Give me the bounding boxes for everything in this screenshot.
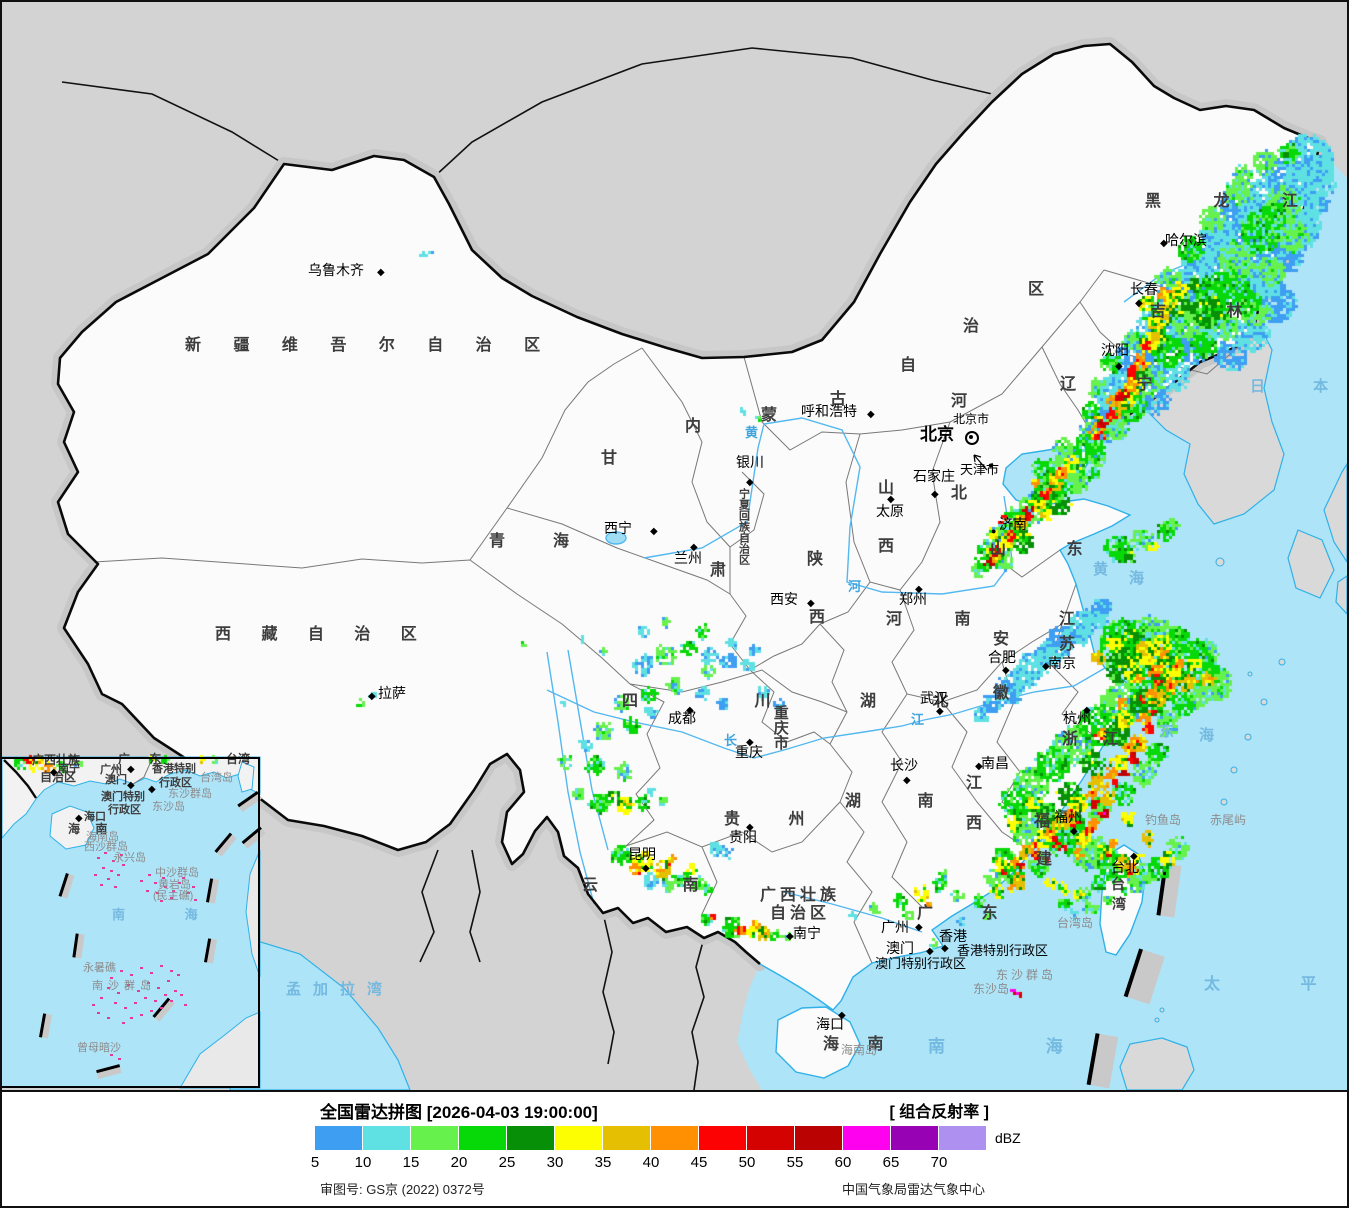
legend-value: 45 <box>690 1154 708 1171</box>
legend-swatch-65 <box>891 1126 938 1150</box>
legend-value: 55 <box>786 1154 804 1171</box>
legend-value: 15 <box>402 1154 420 1171</box>
legend-swatch-15 <box>411 1126 458 1150</box>
legend-value: 40 <box>642 1154 660 1171</box>
legend-swatch-20 <box>459 1126 506 1150</box>
legend-panel: 全国雷达拼图 [2026-04-03 19:00:00] [ 组合反射率 ] d… <box>2 1092 1347 1206</box>
legend-swatch-55 <box>795 1126 842 1150</box>
legend-value: 65 <box>882 1154 900 1171</box>
legend-value: 30 <box>546 1154 564 1171</box>
map-title: 全国雷达拼图 [2026-04-03 19:00:00] <box>320 1103 598 1122</box>
legend-swatch-30 <box>555 1126 602 1150</box>
china-radar-map: 新 疆 维 吾 尔 自 治 区西 藏 自 治 区青海甘肃内蒙古自治区宁夏回族自治… <box>2 2 1347 1092</box>
legend-swatch-70 <box>939 1126 986 1150</box>
legend-swatch-50 <box>747 1126 794 1150</box>
radar-echo-layer <box>2 2 1347 1090</box>
legend-value: 70 <box>930 1154 948 1171</box>
legend-swatch-45 <box>699 1126 746 1150</box>
legend-value: 35 <box>594 1154 612 1171</box>
product-type-label: [ 组合反射率 ] <box>889 1104 989 1121</box>
legend-swatch-10 <box>363 1126 410 1150</box>
unit-label: dBZ <box>995 1130 1021 1146</box>
legend-value: 60 <box>834 1154 852 1171</box>
legend-swatch-35 <box>603 1126 650 1150</box>
legend-value: 50 <box>738 1154 756 1171</box>
legend-swatch-40 <box>651 1126 698 1150</box>
legend-value: 25 <box>498 1154 516 1171</box>
legend-value: 10 <box>354 1154 372 1171</box>
legend-swatch-60 <box>843 1126 890 1150</box>
legend-swatch-25 <box>507 1126 554 1150</box>
legend-swatch-5 <box>315 1126 362 1150</box>
legend-value: 20 <box>450 1154 468 1171</box>
legend-value: 5 <box>310 1154 320 1171</box>
agency-label: 中国气象局雷达气象中心 <box>841 1182 985 1197</box>
map-approval-number: 审图号: GS京 (2022) 0372号 <box>320 1182 485 1197</box>
